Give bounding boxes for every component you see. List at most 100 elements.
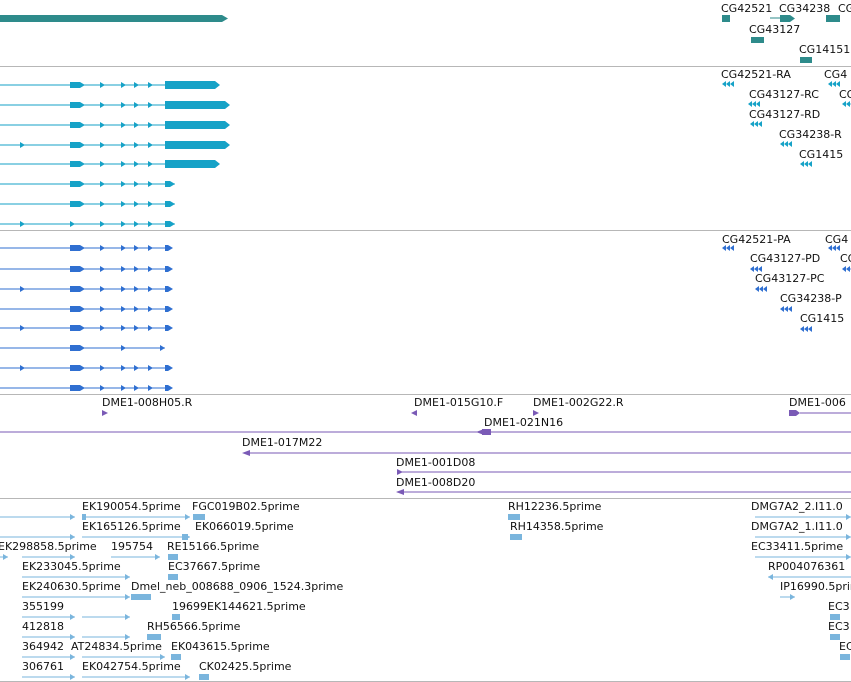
exon-arrow xyxy=(134,221,139,227)
exon-block xyxy=(165,160,215,168)
est-arrow xyxy=(125,634,130,640)
protein-label[interactable]: CG34238-P xyxy=(780,292,842,305)
exon-arrow xyxy=(780,141,784,147)
est-label[interactable]: AT24834.5prime xyxy=(71,640,162,653)
est-label[interactable]: EC33411.5prime xyxy=(751,540,844,553)
est-label[interactable]: DMG7A2_2.I11.0 xyxy=(751,500,843,513)
exon-arrow xyxy=(121,181,126,187)
est-label[interactable]: 306761 xyxy=(22,660,64,673)
est-label[interactable]: Dmel_neb_008688_0906_1524.3prime xyxy=(131,580,344,593)
exon-arrow xyxy=(80,201,85,207)
est-label[interactable]: EC37667.5prime xyxy=(168,560,261,573)
exon-arrow xyxy=(100,181,105,187)
exon-arrow xyxy=(134,306,139,312)
transcript-label[interactable]: CG42521-RA xyxy=(721,68,791,81)
transcript-label[interactable]: CG1415 xyxy=(799,148,844,161)
exon-arrow xyxy=(730,245,734,251)
exon-arrow xyxy=(100,122,105,128)
exon-arrow xyxy=(121,82,126,88)
clone-label[interactable]: DME1-006 xyxy=(789,396,846,409)
est-label[interactable]: EC3 xyxy=(828,620,850,633)
est-label[interactable]: RH14358.5prime xyxy=(510,520,604,533)
exon-arrow xyxy=(80,102,85,108)
protein-label[interactable]: CG43127-PD xyxy=(750,252,821,265)
exon-arrow xyxy=(20,221,25,227)
est-label[interactable]: 195754 xyxy=(111,540,153,553)
protein-label[interactable]: CG43127-PC xyxy=(755,272,825,285)
clone-label[interactable]: DME1-008H05.R xyxy=(102,396,193,409)
exon-arrow xyxy=(134,181,139,187)
est-label[interactable]: RP004076361 xyxy=(768,560,846,573)
transcript-label[interactable]: CG43127-RD xyxy=(749,108,821,121)
gene-label[interactable]: CG4 xyxy=(838,2,851,15)
transcript-label[interactable]: CG4 xyxy=(824,68,848,81)
exon-arrow xyxy=(134,102,139,108)
est-label[interactable]: EK144621.5prime xyxy=(207,600,306,613)
clone-label[interactable]: DME1-015G10.F xyxy=(414,396,504,409)
est-label[interactable]: EK042754.5prime xyxy=(82,660,181,673)
clone-label[interactable]: DME1-021N16 xyxy=(484,416,564,429)
exon-arrow xyxy=(800,326,804,332)
exon-arrow xyxy=(148,122,153,128)
track-divider xyxy=(0,498,851,499)
est-label[interactable]: EC xyxy=(839,640,851,653)
exon-arrow xyxy=(832,245,836,251)
est-arrow xyxy=(125,614,130,620)
est-label[interactable]: RE15166.5prime xyxy=(167,540,260,553)
est-label[interactable]: 412818 xyxy=(22,620,64,633)
exon-arrow xyxy=(754,121,758,127)
exon-arrow xyxy=(134,122,139,128)
est-label[interactable]: CK02425.5prime xyxy=(199,660,292,673)
est-arrow xyxy=(160,654,165,660)
exon-arrow xyxy=(100,385,105,391)
est-label[interactable]: EK233045.5prime xyxy=(22,560,121,573)
est-label[interactable]: EK190054.5prime xyxy=(82,500,181,513)
gene-label[interactable]: CG34238 xyxy=(779,2,831,15)
exon-arrow xyxy=(225,121,230,129)
transcript-label[interactable]: CG34238-R xyxy=(779,128,842,141)
est-label[interactable]: DMG7A2_1.I11.0 xyxy=(751,520,843,533)
exon-arrow xyxy=(758,266,762,272)
est-label[interactable]: 364942 xyxy=(22,640,64,653)
exon-arrow xyxy=(755,286,759,292)
transcript-label[interactable]: CG43127-RC xyxy=(749,88,819,101)
exon-arrow xyxy=(121,385,126,391)
est-label[interactable]: EK298858.5prime xyxy=(0,540,97,553)
est-label[interactable]: EC3 xyxy=(828,600,850,613)
exon-arrow xyxy=(134,286,139,292)
exon-arrow xyxy=(808,326,812,332)
protein-label[interactable]: CG42521-PA xyxy=(722,233,791,246)
clone-label[interactable]: DME1-008D20 xyxy=(396,476,476,489)
gene-label[interactable]: CG42521 xyxy=(721,2,773,15)
exon-arrow xyxy=(80,306,85,312)
exon-arrow xyxy=(121,345,126,351)
exon-block xyxy=(70,385,80,391)
est-label[interactable]: 19699 xyxy=(172,600,207,613)
protein-label[interactable]: CG4 xyxy=(825,233,849,246)
exon-arrow xyxy=(121,122,126,128)
est-label[interactable]: EK043615.5prime xyxy=(171,640,270,653)
clone-label[interactable]: DME1-017M22 xyxy=(242,436,323,449)
gene-feature-main[interactable] xyxy=(0,15,222,22)
est-label[interactable]: RH12236.5prime xyxy=(508,500,602,513)
exon-arrow xyxy=(121,365,126,371)
est-label[interactable]: EK066019.5prime xyxy=(195,520,294,533)
clone-label[interactable]: DME1-002G22.R xyxy=(533,396,624,409)
clone-label[interactable]: DME1-001D08 xyxy=(396,456,476,469)
exon-arrow xyxy=(80,245,85,251)
est-label[interactable]: 355199 xyxy=(22,600,64,613)
est-label[interactable]: RH56566.5prime xyxy=(147,620,241,633)
transcript-label[interactable]: CG xyxy=(839,88,851,101)
exon-arrow xyxy=(134,245,139,251)
est-label[interactable]: EK165126.5prime xyxy=(82,520,181,533)
est-block xyxy=(182,534,188,540)
clone-track: DME1-008H05.R DME1-015G10.F DME1-002G22.… xyxy=(0,395,851,498)
est-label[interactable]: FGC019B02.5prime xyxy=(192,500,300,513)
est-label[interactable]: IP16990.5prime xyxy=(780,580,851,593)
protein-label[interactable]: CG xyxy=(840,252,851,265)
gene-label[interactable]: CG43127 xyxy=(749,23,801,36)
est-label[interactable]: EK240630.5prime xyxy=(22,580,121,593)
protein-label[interactable]: CG1415 xyxy=(800,312,845,325)
gene-label[interactable]: CG14151 xyxy=(799,43,851,56)
